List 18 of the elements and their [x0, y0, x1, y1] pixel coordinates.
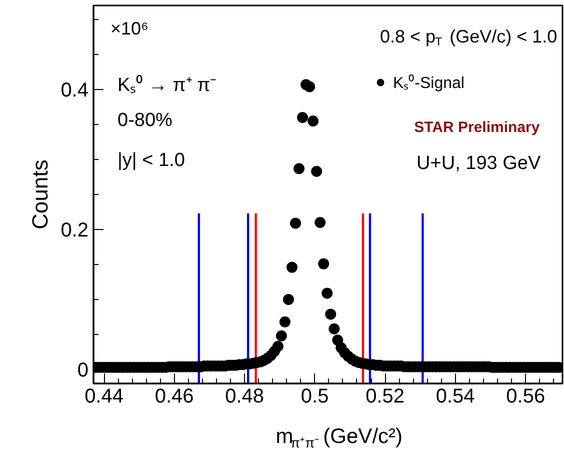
annotation: 0-80%	[118, 110, 173, 131]
annotation: Kₛ⁰ → π⁺ π⁻	[118, 74, 216, 96]
y-tick-label: 0	[77, 360, 88, 382]
x-tick-label: 0.5	[300, 386, 329, 408]
legend-label: Kₛ⁰-Signal	[393, 73, 464, 93]
annotation: U+U, 193 GeV	[416, 153, 541, 174]
x-tick-label: 0.48	[225, 386, 264, 408]
x-tick-label: 0.54	[436, 386, 475, 408]
x-tick-label: 0.46	[154, 386, 194, 408]
annotation: |y| < 1.0	[118, 150, 185, 171]
y-tick-label: 0.4	[60, 80, 89, 102]
x-tick-label: 0.44	[84, 386, 124, 408]
x-tick-label: 0.56	[506, 386, 546, 408]
y-tick-label: 0.2	[60, 220, 89, 242]
y-axis-title: Counts	[28, 160, 53, 230]
annotation: ×10⁶	[110, 18, 148, 38]
x-tick-label: 0.52	[366, 386, 405, 408]
annotation: STAR Preliminary	[414, 119, 540, 136]
